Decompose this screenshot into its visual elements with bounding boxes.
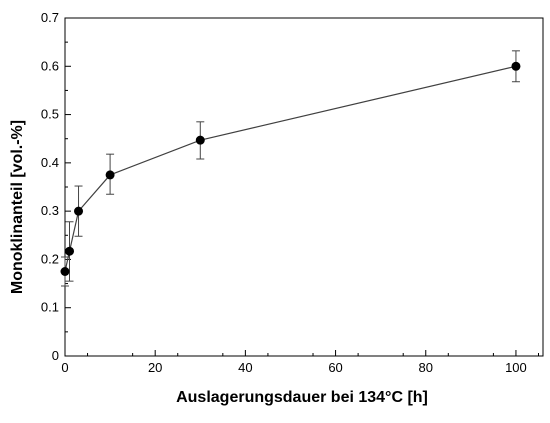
data-point — [511, 61, 521, 71]
y-axis-title: Monoklinanteil [vol.-%] — [9, 120, 26, 294]
x-axis-title: Auslagerungsdauer bei 134°C [h] — [176, 389, 428, 406]
y-tick-label: 0.6 — [41, 58, 59, 73]
x-tick-label: 80 — [419, 360, 433, 375]
axes — [64, 17, 544, 357]
plot-frame — [64, 17, 544, 357]
x-tick-label: 0 — [61, 360, 68, 375]
data-point — [60, 267, 70, 276]
x-tick-label: 60 — [328, 360, 342, 375]
y-tick-label: 0.5 — [41, 107, 59, 122]
series-line — [64, 65, 517, 272]
x-tick-label: 100 — [505, 360, 527, 375]
y-tick-label: 0.2 — [41, 251, 59, 266]
y-tick-label: 0.3 — [41, 203, 59, 218]
series — [60, 50, 521, 287]
data-point — [105, 170, 115, 180]
data-point — [65, 246, 75, 256]
y-tick-label: 0.4 — [41, 155, 59, 170]
ticks: 0 20 40 60 80 100 0 0.1 0.2 0.3 0.4 0.5 0.6 0.7 — [41, 10, 539, 375]
x-tick-label: 40 — [238, 360, 252, 375]
y-tick-label: 0.7 — [41, 10, 59, 25]
x-tick-label: 20 — [148, 360, 162, 375]
y-tick-label: 0.1 — [41, 300, 59, 315]
data-point — [74, 206, 84, 216]
y-tick-label: 0 — [52, 348, 59, 363]
data-point — [195, 135, 205, 145]
